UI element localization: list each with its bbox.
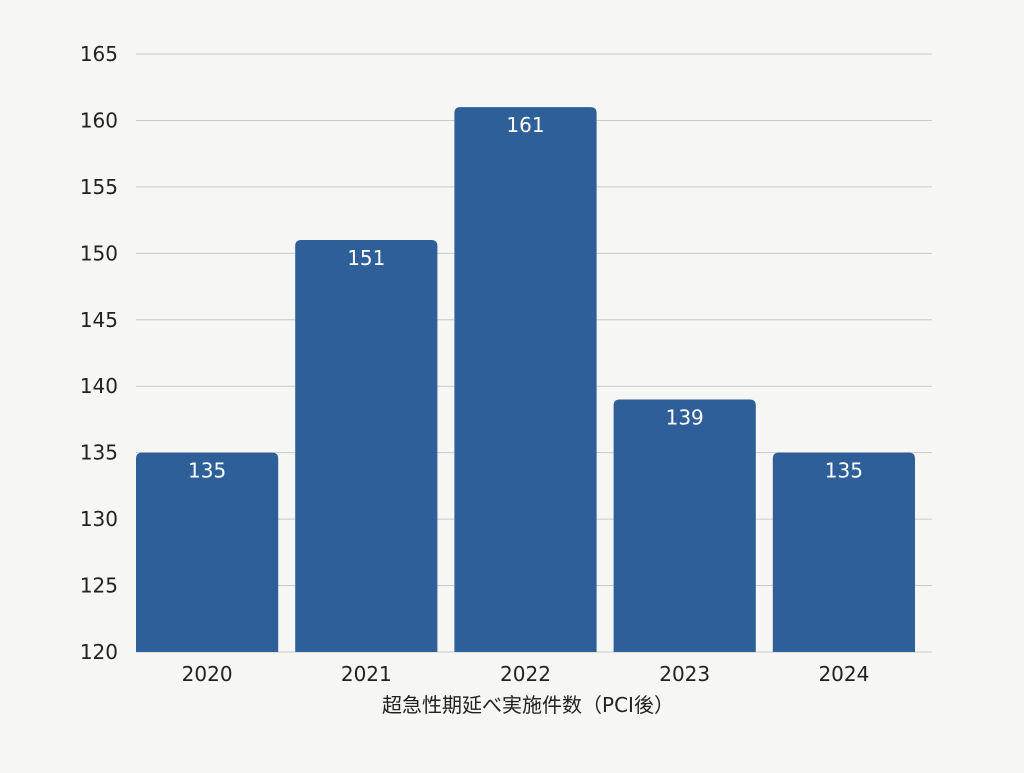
x-category-label: 2021 [341,662,392,686]
x-category-label: 2022 [500,662,551,686]
bar-2022 [454,107,597,652]
bar-2021 [295,240,438,653]
data-label-2021: 151 [347,246,385,270]
data-labels: 135 151 161 139 135 [188,113,863,483]
y-tick-label: 130 [80,507,118,531]
y-tick-label: 165 [80,42,118,66]
y-tick-label: 155 [80,175,118,199]
bar-2020 [136,452,279,652]
y-tick-label: 160 [80,108,118,132]
y-axis-ticks: 120 125 130 135 140 145 150 155 160 165 [80,42,118,664]
bar-2024 [772,452,915,652]
y-tick-label: 125 [80,574,118,598]
x-category-label: 2024 [818,662,869,686]
bar-2023 [613,399,756,652]
data-label-2020: 135 [188,459,226,483]
y-tick-label: 145 [80,308,118,332]
y-tick-label: 140 [80,374,118,398]
x-axis-categories: 2020 2021 2022 2023 2024 [182,662,870,686]
y-tick-label: 120 [80,640,118,664]
x-category-label: 2020 [182,662,233,686]
y-tick-label: 135 [80,441,118,465]
y-tick-label: 150 [80,241,118,265]
data-label-2024: 135 [825,459,863,483]
x-axis-title: 超急性期延べ実施件数（PCI後） [382,693,674,717]
data-label-2023: 139 [666,406,704,430]
x-category-label: 2023 [659,662,710,686]
bars [136,107,915,653]
data-label-2022: 161 [506,113,544,137]
